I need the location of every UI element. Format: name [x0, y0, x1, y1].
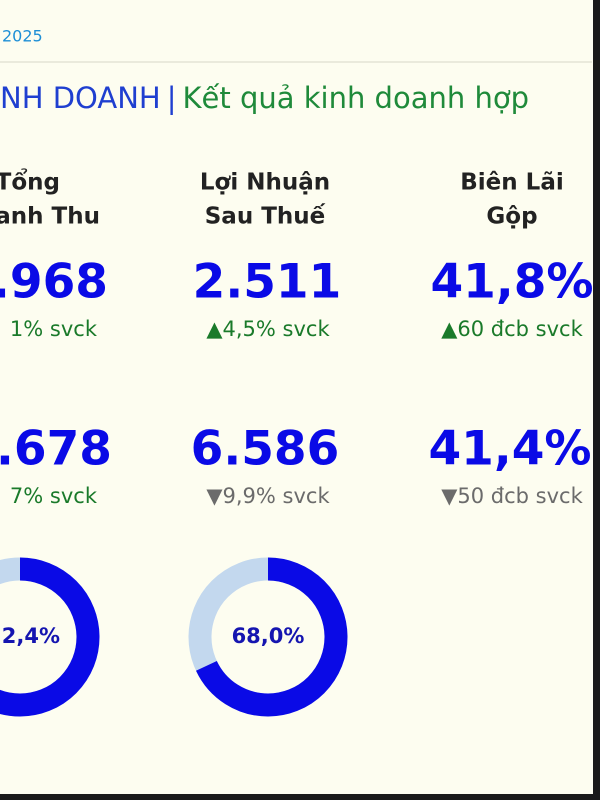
donut-label: 68,0%	[232, 624, 305, 648]
metric-change: ▼9,9% svck	[206, 484, 330, 508]
metric-change: 1% svck	[10, 317, 98, 341]
metric-heading: anh Thu	[0, 204, 100, 230]
metric-value: 41,8%	[430, 255, 593, 310]
donut-arc	[0, 557, 100, 717]
metric-heading: Sau Thuế	[205, 203, 326, 230]
frame-right	[593, 0, 600, 800]
metric-change: 7% svck	[10, 484, 98, 508]
report-date: 2025	[2, 27, 43, 46]
metric-heading: Gộp	[486, 204, 537, 230]
slide-title: NH DOANH | Kết quả kinh doanh hợp	[0, 81, 529, 115]
metric-value: .678	[0, 422, 112, 477]
donut-arc	[188, 557, 348, 717]
metric-heading: Lợi Nhuận	[200, 170, 330, 196]
metric-heading: Biên Lãi	[460, 170, 563, 196]
metric-change: ▼50 đcb svck	[441, 484, 583, 508]
metric-value: 2.511	[193, 255, 342, 310]
title-separator: |	[167, 81, 177, 115]
metric-value: 41,4%	[428, 422, 591, 477]
metric-change: ▲60 đcb svck	[441, 317, 583, 341]
metric-value: .968	[0, 255, 108, 310]
frame-bottom	[0, 794, 600, 800]
title-left: NH DOANH	[0, 81, 161, 115]
metrics: Tổng anh Thu .968 1% svck .678 7% svck 2,4% Lợi…	[0, 168, 594, 717]
donut-label: 2,4%	[2, 624, 60, 648]
metric-value: 6.586	[191, 422, 340, 477]
metric-heading: Tổng	[0, 168, 60, 196]
title-right: Kết quả kinh doanh hợp	[183, 81, 530, 115]
metric-change: ▲4,5% svck	[206, 317, 330, 341]
